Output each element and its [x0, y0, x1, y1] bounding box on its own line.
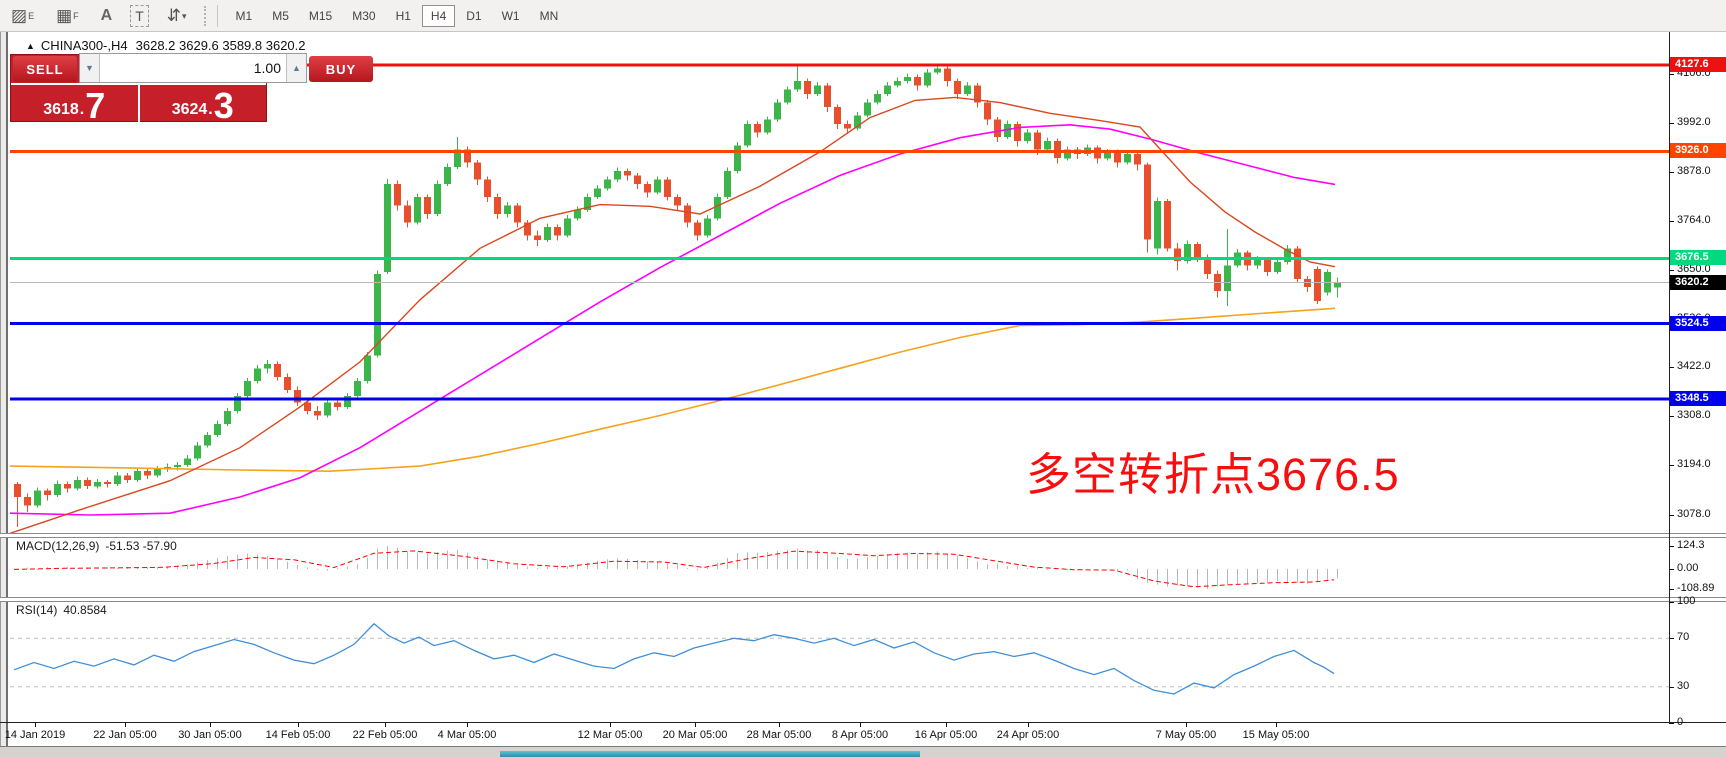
- time-tick-mark: [1028, 723, 1029, 727]
- price-line-badge: 3676.5: [1670, 250, 1726, 266]
- time-tick-mark: [695, 723, 696, 727]
- time-tick-mark: [35, 723, 36, 727]
- volume-stepper: ▼ ▲: [79, 53, 307, 83]
- time-tick-mark: [467, 723, 468, 727]
- symbol-period: CHINA300-,H4: [40, 38, 128, 53]
- time-axis-label[interactable]: 15 May 05:00: [1242, 729, 1310, 741]
- price-line-badge: 3926.0: [1670, 143, 1726, 159]
- time-axis-label[interactable]: 12 Mar 05:00: [577, 729, 643, 741]
- rsi-pane-separator[interactable]: [0, 597, 1726, 602]
- time-tick-mark: [298, 723, 299, 727]
- window-left-frame: [0, 32, 8, 746]
- buy-price-display[interactable]: 3624. 3: [171, 85, 234, 126]
- price-axis-tick: 4106.0: [1677, 67, 1711, 80]
- buy-button[interactable]: BUY: [309, 56, 373, 82]
- volume-increase-button[interactable]: ▲: [286, 54, 306, 82]
- time-tick-mark: [610, 723, 611, 727]
- time-axis-label[interactable]: 22 Jan 05:00: [93, 729, 157, 741]
- time-axis-label[interactable]: 30 Jan 05:00: [178, 729, 242, 741]
- macd-axis-tick: -108.89: [1677, 582, 1715, 595]
- toolbar-drag-handle[interactable]: [203, 5, 211, 26]
- price-axis-tick: 3536.0: [1677, 311, 1711, 324]
- time-tick-mark: [385, 723, 386, 727]
- rsi-label: RSI(14) 40.8584: [16, 603, 107, 617]
- time-axis-label[interactable]: 22 Feb 05:00: [352, 729, 418, 741]
- price-chart-canvas[interactable]: [10, 32, 1669, 533]
- time-axis-label[interactable]: 24 Apr 05:00: [996, 729, 1060, 741]
- price-line-badge: 4127.6: [1670, 57, 1726, 72]
- time-axis-label[interactable]: 7 May 05:00: [1155, 729, 1217, 741]
- time-tick-mark: [860, 723, 861, 727]
- macd-axis-tick: 0.00: [1677, 562, 1699, 574]
- timeframe-m15[interactable]: M15: [308, 8, 333, 23]
- time-tick-mark: [125, 723, 126, 727]
- chart-title: ▲ CHINA300-,H4 3628.2 3629.6 3589.8 3620.2: [26, 38, 306, 53]
- taskbar-peek: [500, 751, 920, 757]
- macd-pane-separator[interactable]: [0, 533, 1726, 538]
- time-axis-label[interactable]: 8 Apr 05:00: [831, 729, 889, 741]
- volume-input[interactable]: [100, 54, 286, 82]
- rsi-axis-tick: 30: [1677, 679, 1690, 692]
- price-axis-tick: 3650.0: [1677, 262, 1711, 275]
- price-axis-tick: 3194.0: [1677, 458, 1711, 471]
- rsi-tick-mark: [1669, 723, 1674, 724]
- one-click-trading-panel: SELL ▼ ▲ BUY 3618.7 3624.3: [10, 53, 373, 126]
- timeframe-h4[interactable]: H4: [421, 4, 456, 27]
- timeframe-w1[interactable]: W1: [501, 8, 520, 23]
- macd-axis-tick: 124.3: [1677, 539, 1705, 551]
- price-axis-tick: 3878.0: [1677, 165, 1711, 177]
- rsi-pane-canvas[interactable]: [10, 600, 1669, 722]
- time-axis-label[interactable]: 4 Mar 05:00: [437, 729, 497, 741]
- price-axis-tick: 3422.0: [1677, 360, 1711, 373]
- time-axis-label[interactable]: 28 Mar 05:00: [746, 729, 812, 741]
- time-tick-mark: [779, 723, 780, 727]
- price-axis-tick: 3992.0: [1677, 116, 1711, 129]
- arrows-tool-icon[interactable]: ⇵ ▾: [166, 5, 187, 25]
- time-tick-mark: [1186, 723, 1187, 727]
- price-line-badge: 3348.5: [1670, 391, 1726, 406]
- timeframe-m5[interactable]: M5: [272, 8, 289, 23]
- sell-price-display[interactable]: 3618. 7: [11, 85, 140, 124]
- time-axis-line: [0, 722, 1726, 723]
- time-axis-label[interactable]: 20 Mar 05:00: [662, 729, 728, 741]
- sell-button[interactable]: SELL: [13, 56, 77, 82]
- time-axis-label[interactable]: 14 Jan 2019: [4, 729, 66, 741]
- price-line-badge: 3524.5: [1670, 315, 1726, 331]
- time-axis-label[interactable]: 14 Feb 05:00: [265, 729, 331, 741]
- time-tick-mark: [210, 723, 211, 727]
- macd-pane-canvas[interactable]: [10, 536, 1669, 597]
- timeframe-mn[interactable]: MN: [539, 8, 559, 23]
- price-axis-tick: 3078.0: [1677, 507, 1711, 520]
- price-axis-tick: 3308.0: [1677, 409, 1711, 422]
- timeframe-d1[interactable]: D1: [466, 8, 482, 23]
- time-tick-mark: [946, 723, 947, 727]
- price-axis-tick: 3764.0: [1677, 213, 1711, 226]
- timeframe-m1[interactable]: M1: [235, 8, 253, 23]
- timeframe-h1[interactable]: H1: [395, 8, 411, 23]
- time-tick-mark: [1276, 723, 1277, 727]
- macd-label: MACD(12,26,9) -51.53 -57.90: [16, 539, 177, 553]
- rsi-axis-tick: 70: [1677, 631, 1690, 644]
- pattern-tool-icon[interactable]: ▨ E: [11, 5, 35, 25]
- trend-annotation-text: 多空转折点3676.5: [1026, 449, 1400, 500]
- volume-decrease-button[interactable]: ▼: [80, 54, 100, 82]
- collapse-arrow-icon[interactable]: ▲: [26, 41, 35, 51]
- current-price-badge: 3620.2: [1670, 274, 1726, 290]
- toolbar-separator: [216, 4, 218, 27]
- grid-tool-icon[interactable]: ▦ F: [56, 5, 79, 25]
- toolbar: ▨ E ▦ F A T ⇵ ▾ M1 M5 M15 M30 H1 H4 D1 W1 M…: [0, 0, 1726, 32]
- ohlc-values: 3628.2 3629.6 3589.8 3620.2: [135, 38, 306, 53]
- price-axis-line: [1669, 32, 1670, 723]
- time-axis-label[interactable]: 16 Apr 05:00: [914, 729, 978, 741]
- text-tool-icon[interactable]: A: [100, 6, 113, 24]
- timeframe-m30[interactable]: M30: [352, 8, 376, 23]
- textbox-tool-icon[interactable]: T: [130, 4, 149, 27]
